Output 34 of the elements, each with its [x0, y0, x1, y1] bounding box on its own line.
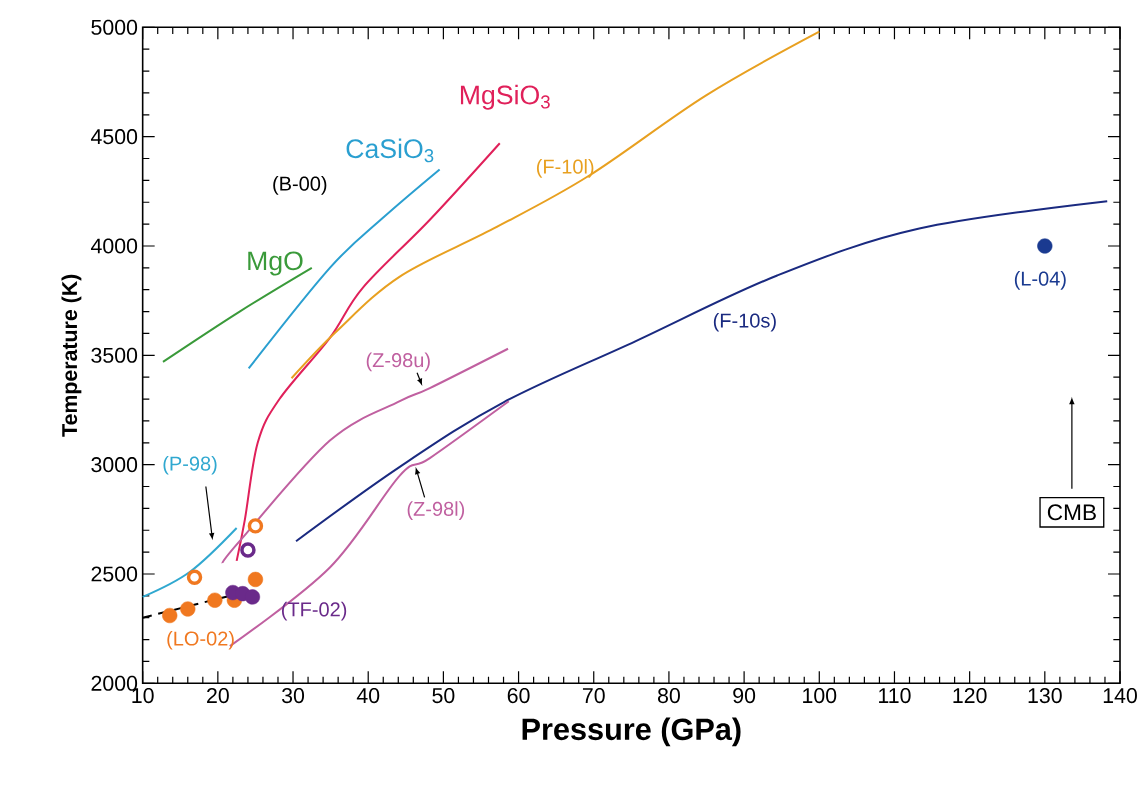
series-label: (L-04)	[1014, 271, 1066, 290]
y-tick-label: 2500	[91, 566, 138, 582]
series-label: (LO-02)	[167, 630, 234, 650]
x-tick-label: 30	[281, 688, 305, 704]
x-tick-label: 110	[879, 688, 911, 704]
y-tick-label: 3500	[91, 347, 138, 363]
series-label: MgO	[248, 251, 303, 276]
x-tick-label: 90	[733, 688, 756, 704]
series-label: (Z-98l)	[407, 501, 465, 520]
text: (P-98)	[163, 455, 217, 475]
x-tick-label: 120	[953, 688, 987, 704]
series-label: CaSiO$_{3}$	[346, 138, 434, 163]
x-tick-label: 100	[803, 688, 837, 704]
x-tick-label: 50	[432, 688, 455, 704]
y-tick-label: 5000	[91, 19, 138, 35]
x-tick-label: 140	[1103, 688, 1137, 704]
x-tick-label: 40	[356, 688, 380, 704]
series-label: (TF-02)	[281, 601, 347, 621]
series-label: (Z-98u)	[366, 352, 430, 372]
series-label: (F-10l)	[536, 159, 594, 178]
annotation: CMB	[1047, 504, 1096, 521]
x-tick-label: 70	[582, 688, 605, 704]
y-axis-title: Temperature (K)	[61, 274, 82, 437]
x-tick-label: 20	[207, 688, 229, 704]
x-tick-label: 60	[507, 688, 530, 704]
x-tick-label: 80	[657, 688, 680, 704]
series-label: (F-10s)	[713, 312, 776, 332]
annotation: (B-00)	[273, 176, 327, 195]
y-tick-label: 4000	[90, 238, 138, 254]
y-tick-label: 4500	[90, 129, 138, 145]
x-tick-label: 130	[1028, 688, 1062, 704]
x-axis-title: Pressure (GPa)	[522, 717, 741, 747]
y-tick-label: 3000	[91, 457, 138, 473]
series-label: MgSiO$_{3}$	[460, 84, 550, 110]
